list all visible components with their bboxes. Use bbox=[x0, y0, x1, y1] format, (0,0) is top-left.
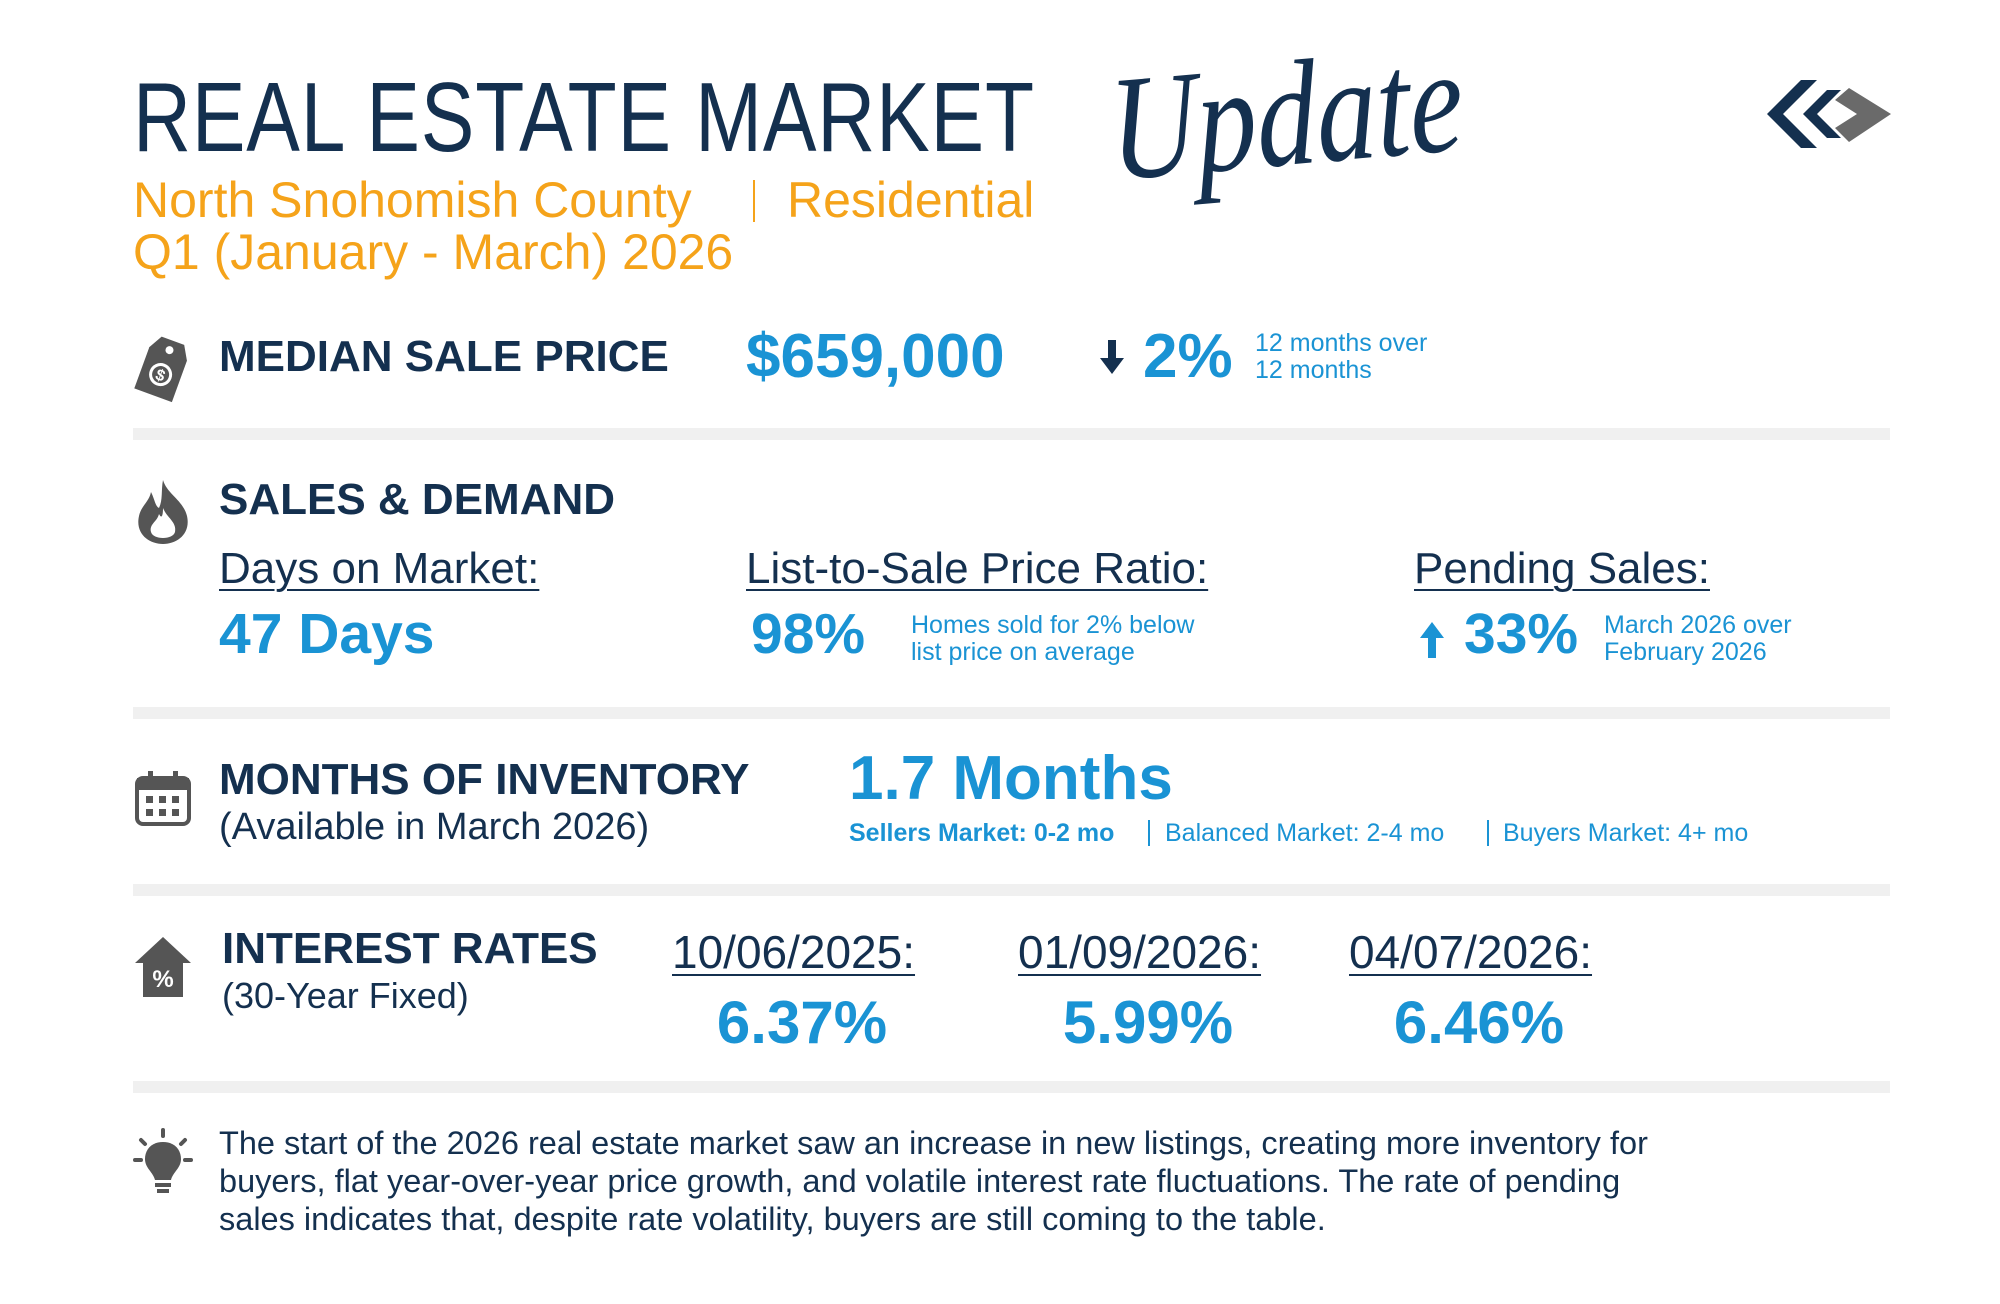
lightbulb-icon bbox=[133, 1128, 193, 1193]
median-price: $659,000 bbox=[746, 322, 1005, 391]
up-arrow bbox=[1420, 622, 1444, 658]
divider bbox=[133, 1081, 1890, 1093]
change-note: 12 months bbox=[1255, 356, 1372, 384]
section-heading: SALES & DEMAND bbox=[219, 475, 616, 524]
rate-value: 5.99% bbox=[1062, 989, 1234, 1056]
calendar-icon bbox=[135, 771, 191, 826]
subtitle-type: Residential bbox=[787, 172, 1035, 228]
change-note: 12 months over bbox=[1255, 329, 1428, 357]
period: Q1 (January - March) 2026 bbox=[133, 224, 734, 280]
divider bbox=[133, 884, 1890, 896]
market-scale: Sellers Market: 0-2 mo bbox=[849, 819, 1115, 847]
script-title: Update bbox=[1105, 16, 1468, 213]
metric-label: List-to-Sale Price Ratio: bbox=[746, 544, 1209, 593]
house-icon: % bbox=[135, 937, 191, 997]
metric-note: list price on average bbox=[911, 638, 1135, 666]
separator bbox=[1487, 820, 1489, 846]
flame-icon bbox=[138, 480, 188, 544]
summary-line: buyers, flat year-over-year price growth… bbox=[219, 1163, 1621, 1199]
section-subheading: (Available in March 2026) bbox=[219, 806, 650, 848]
metric-note: March 2026 over bbox=[1604, 611, 1792, 639]
subtitle-region: North Snohomish County bbox=[133, 172, 692, 228]
title: REAL ESTATE MARKET bbox=[133, 62, 1035, 172]
divider bbox=[133, 428, 1890, 440]
rate-date: 01/09/2026: bbox=[1018, 926, 1262, 978]
separator bbox=[1148, 820, 1150, 846]
metric-value: 33% bbox=[1464, 602, 1579, 666]
section-subheading: (30-Year Fixed) bbox=[222, 975, 469, 1016]
logo bbox=[1767, 80, 1891, 148]
metric-label: Pending Sales: bbox=[1414, 544, 1710, 593]
metric-note: Homes sold for 2% below bbox=[911, 611, 1195, 639]
section-heading: MEDIAN SALE PRICE bbox=[219, 332, 669, 381]
divider bbox=[133, 707, 1890, 719]
market-scale: Buyers Market: 4+ mo bbox=[1503, 819, 1749, 847]
price-tag-icon: $ bbox=[134, 336, 187, 403]
svg-text:%: % bbox=[152, 966, 173, 993]
down-arrow bbox=[1100, 340, 1124, 374]
rate-date: 04/07/2026: bbox=[1349, 926, 1593, 978]
rate-value: 6.46% bbox=[1393, 989, 1565, 1056]
metric-value: 98% bbox=[751, 602, 866, 666]
metric-note: February 2026 bbox=[1604, 638, 1767, 666]
separator bbox=[753, 180, 755, 222]
metric-label: Days on Market: bbox=[219, 544, 540, 593]
metric-value: 47 Days bbox=[219, 602, 435, 666]
rate-value: 6.37% bbox=[716, 989, 888, 1056]
rate-date: 10/06/2025: bbox=[672, 926, 916, 978]
section-heading: INTEREST RATES bbox=[222, 924, 598, 973]
summary-line: The start of the 2026 real estate market… bbox=[219, 1125, 1648, 1161]
inventory-value: 1.7 Months bbox=[849, 744, 1173, 813]
price-change: 2% bbox=[1143, 322, 1233, 391]
market-scale: Balanced Market: 2-4 mo bbox=[1165, 819, 1445, 847]
summary-line: sales indicates that, despite rate volat… bbox=[219, 1201, 1326, 1237]
section-heading: MONTHS OF INVENTORY bbox=[219, 755, 750, 804]
